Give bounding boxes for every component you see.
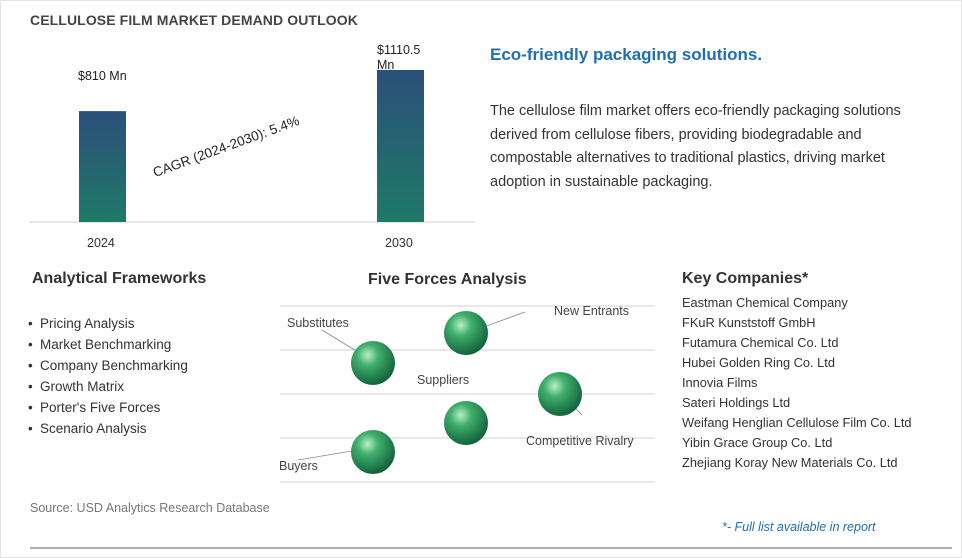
bullet-icon: • [28,421,33,436]
source-note: Source: USD Analytics Research Database [30,501,270,515]
sphere-competitive-rivalry [538,372,582,416]
market-description: The cellulose film market offers eco-fri… [490,103,901,190]
bar-2024 [79,111,126,222]
framework-item: • Scenario Analysis [28,418,188,439]
bar-value-label-2030: $1110.5 Mn [377,43,421,72]
framework-item-label: Company Benchmarking [40,358,188,373]
framework-item: • Pricing Analysis [28,313,188,334]
sphere-suppliers [444,401,488,445]
company-item: FKuR Kunststoff GmbH [682,315,816,330]
framework-item-label: Scenario Analysis [40,421,147,436]
force-label-suppliers: Suppliers [417,373,470,387]
framework-item-label: Pricing Analysis [40,316,135,331]
bar-chart [30,70,475,223]
framework-item-label: Porter's Five Forces [40,400,161,415]
bottom-divider [30,547,952,549]
bullet-icon: • [28,379,33,394]
headline: Eco-friendly packaging solutions. [490,45,763,64]
page-title: CELLULOSE FILM MARKET DEMAND OUTLOOK [30,12,358,28]
company-item: Hubei Golden Ring Co. Ltd [682,355,835,370]
sphere-new-entrants [444,311,488,355]
sphere-buyers [351,430,395,474]
key-companies-list: Eastman Chemical Company FKuR Kunststoff … [682,293,912,473]
framework-item-label: Growth Matrix [40,379,125,394]
framework-item: • Porter's Five Forces [28,397,188,418]
force-label-buyers: Buyers [279,459,318,473]
bullet-icon: • [28,358,33,373]
bar-value-label-2024: $810 Mn [78,69,127,84]
framework-item: • Company Benchmarking [28,355,188,376]
connector-buyers [297,449,359,461]
force-label-substitutes: Substitutes [287,316,349,330]
company-item: Weifang Henglian Cellulose Film Co. Ltd [682,415,912,430]
five-forces-diagram [280,305,655,483]
bullet-icon: • [28,400,33,415]
frameworks-list: • Pricing Analysis • Market Benchmarking • Co… [28,313,188,439]
bar-2030 [377,70,424,222]
company-item: Zhejiang Koray New Materials Co. Ltd [682,455,898,470]
sphere-substitutes [351,341,395,385]
connector-substitutes [321,329,359,353]
x-tick-label-2030: 2030 [385,236,413,250]
company-item: Eastman Chemical Company [682,295,848,310]
key-companies-heading: Key Companies* [682,270,809,287]
framework-item: • Market Benchmarking [28,334,188,355]
bullet-icon: • [28,316,33,331]
force-label-competitive-rivalry: Competitive Rivalry [526,434,634,448]
framework-item-label: Market Benchmarking [40,337,172,352]
force-label-new-entrants: New Entrants [554,304,630,318]
bullet-icon: • [28,337,33,352]
company-item: Sateri Holdings Ltd [682,395,791,410]
company-item: Yibin Grace Group Co. Ltd [682,435,833,450]
full-list-footnote: *- Full list available in report [722,520,876,534]
five-forces-heading: Five Forces Analysis [368,271,527,288]
company-item: Futamura Chemical Co. Ltd [682,335,839,350]
framework-item: • Growth Matrix [28,376,188,397]
company-item: Innovia Films [682,375,758,390]
x-tick-label-2024: 2024 [87,236,115,250]
frameworks-heading: Analytical Frameworks [32,270,207,287]
